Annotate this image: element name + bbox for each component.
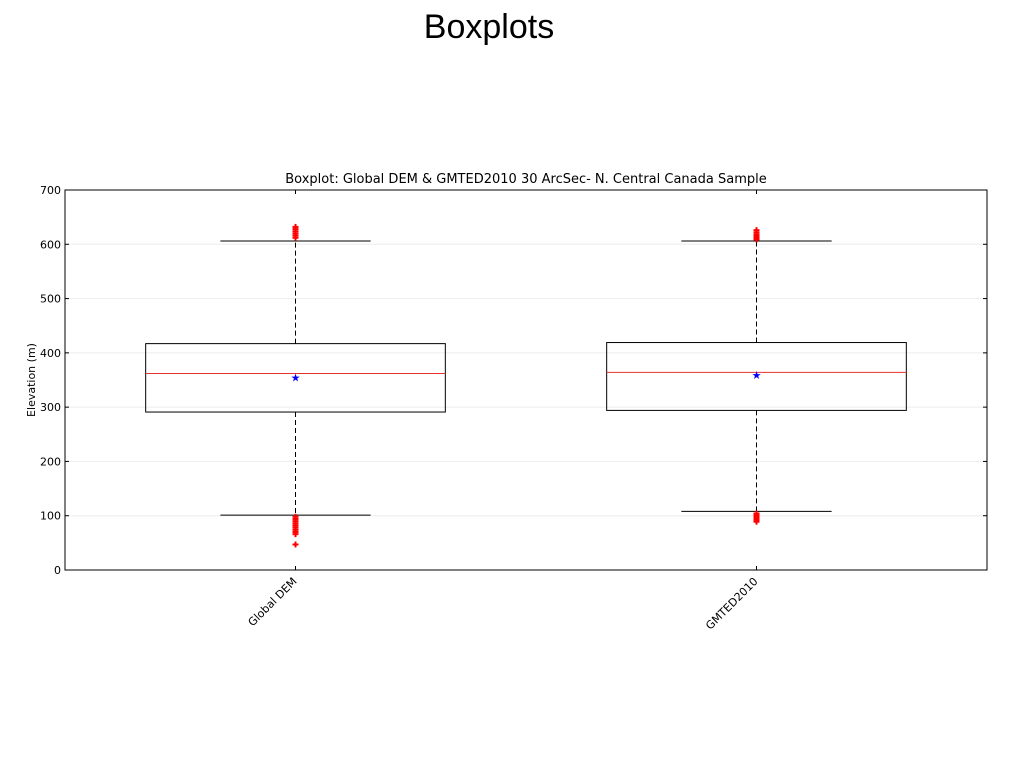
box-group: ★ bbox=[606, 227, 907, 525]
x-tick-layer: Global DEM GMTED2010 bbox=[246, 190, 761, 632]
y-tick-label: 300 bbox=[40, 401, 61, 414]
grid-layer bbox=[65, 243, 987, 517]
y-tick-label: 500 bbox=[40, 293, 61, 306]
outlier-point bbox=[292, 541, 299, 548]
mean-marker: ★ bbox=[291, 371, 301, 384]
y-tick-label: 600 bbox=[40, 238, 61, 251]
iqr-box bbox=[145, 343, 446, 413]
x-tick-label: GMTED2010 bbox=[703, 575, 760, 632]
iqr-box bbox=[606, 342, 907, 411]
plot-frame bbox=[64, 189, 988, 571]
x-tick-label: Global DEM bbox=[246, 575, 300, 629]
chart-title: Boxplot: Global DEM & GMTED2010 30 ArcSe… bbox=[285, 172, 767, 187]
mean-marker: ★ bbox=[752, 369, 762, 382]
y-tick-label: 700 bbox=[40, 184, 61, 197]
outlier-point bbox=[292, 513, 299, 520]
y-tick-layer: 0 100 200 300 400 500 600 700 bbox=[40, 184, 987, 577]
y-axis-label: Elevation (m) bbox=[25, 343, 38, 417]
box-group: ★ bbox=[145, 223, 446, 548]
box-layer: ★ ★ bbox=[145, 223, 907, 548]
y-tick-label: 400 bbox=[40, 347, 61, 360]
y-tick-label: 100 bbox=[40, 510, 61, 523]
outlier-point bbox=[753, 227, 760, 234]
slide-title: Boxplots bbox=[423, 8, 555, 46]
outlier-point bbox=[292, 223, 299, 230]
outlier-point bbox=[753, 510, 760, 517]
y-tick-label: 0 bbox=[54, 564, 61, 577]
y-tick-label: 200 bbox=[40, 455, 61, 468]
